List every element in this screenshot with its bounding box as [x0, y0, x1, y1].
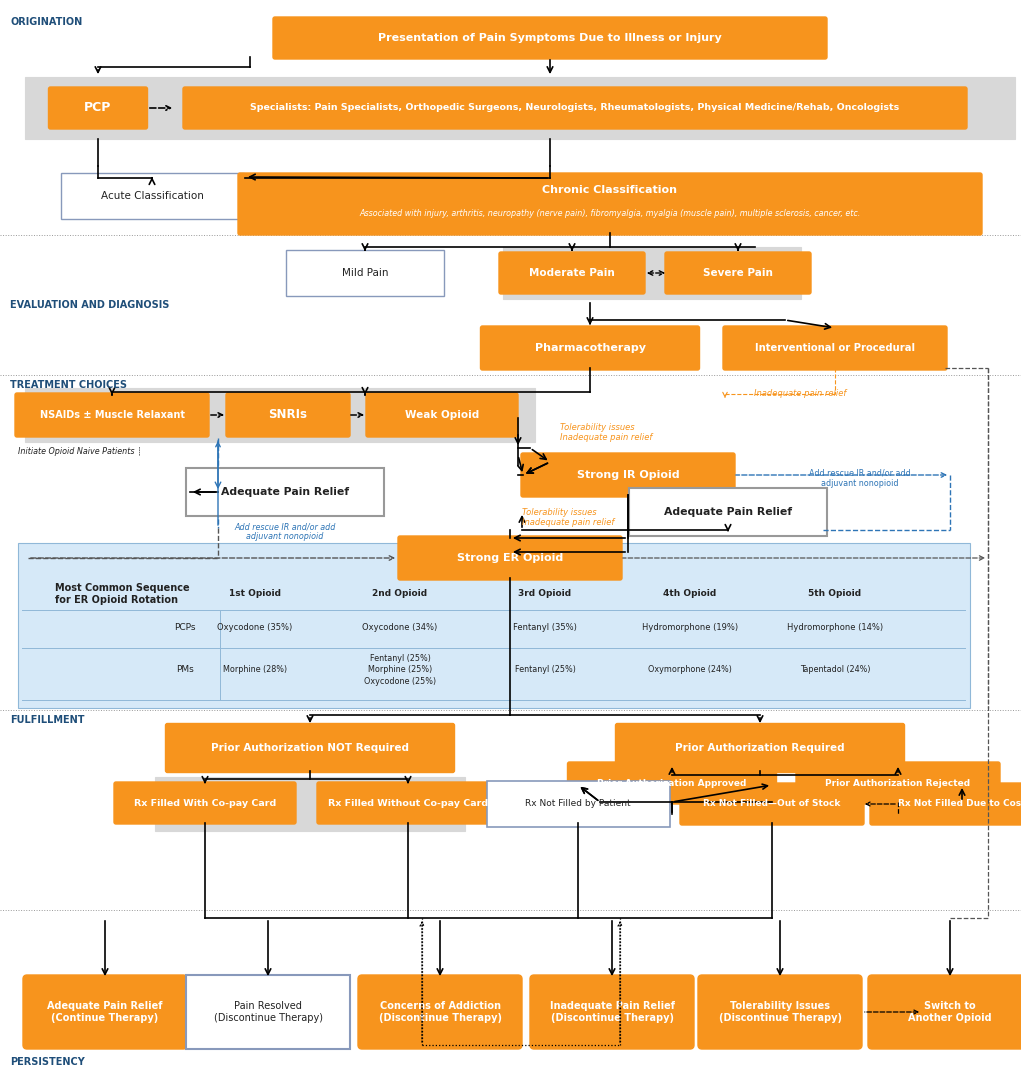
FancyBboxPatch shape: [796, 762, 1000, 804]
Text: Adequate Pain Relief: Adequate Pain Relief: [221, 487, 349, 497]
Text: 5th Opioid: 5th Opioid: [809, 589, 862, 597]
FancyBboxPatch shape: [23, 975, 187, 1049]
Text: PMs: PMs: [177, 665, 194, 675]
FancyBboxPatch shape: [273, 17, 827, 59]
Text: Inadequate pain relief: Inadequate pain relief: [753, 390, 846, 399]
Text: Rx Filled Without Co-pay Card: Rx Filled Without Co-pay Card: [328, 798, 488, 808]
Text: Rx Filled With Co-pay Card: Rx Filled With Co-pay Card: [134, 798, 276, 808]
Text: ORIGINATION: ORIGINATION: [10, 17, 83, 27]
FancyBboxPatch shape: [568, 762, 777, 804]
Text: Pharmacotherapy: Pharmacotherapy: [535, 343, 645, 353]
Text: Moderate Pain: Moderate Pain: [529, 268, 615, 278]
FancyBboxPatch shape: [186, 468, 384, 516]
Text: Prior Authorization Required: Prior Authorization Required: [675, 743, 844, 753]
Text: Adequate Pain Relief
(Continue Therapy): Adequate Pain Relief (Continue Therapy): [47, 1001, 162, 1023]
Text: 3rd Opioid: 3rd Opioid: [519, 589, 572, 597]
Text: Mild Pain: Mild Pain: [342, 268, 388, 278]
Text: Morphine (28%): Morphine (28%): [223, 665, 287, 675]
FancyBboxPatch shape: [165, 724, 454, 772]
FancyBboxPatch shape: [366, 393, 518, 437]
Text: Tolerability issues
Inadequate pain relief: Tolerability issues Inadequate pain reli…: [522, 508, 615, 527]
Text: Fentanyl (25%): Fentanyl (25%): [515, 665, 576, 675]
FancyBboxPatch shape: [226, 393, 350, 437]
FancyBboxPatch shape: [317, 782, 499, 824]
Text: Inadequate Pain Relief
(Discontinue Therapy): Inadequate Pain Relief (Discontinue Ther…: [549, 1001, 675, 1023]
Text: EVALUATION AND DIAGNOSIS: EVALUATION AND DIAGNOSIS: [10, 300, 169, 310]
Bar: [25, 77, 1015, 139]
FancyBboxPatch shape: [398, 536, 622, 580]
FancyBboxPatch shape: [530, 975, 694, 1049]
Text: Add rescue IR and/or add
adjuvant nonopioid: Add rescue IR and/or add adjuvant nonopi…: [809, 469, 911, 488]
Text: Oxymorphone (24%): Oxymorphone (24%): [648, 665, 732, 675]
FancyBboxPatch shape: [49, 87, 147, 129]
Bar: [25, 388, 535, 442]
Text: 1st Opioid: 1st Opioid: [229, 589, 281, 597]
Text: 4th Opioid: 4th Opioid: [664, 589, 717, 597]
Text: Rx Not Filled—Out of Stock: Rx Not Filled—Out of Stock: [703, 799, 840, 809]
Text: 2nd Opioid: 2nd Opioid: [373, 589, 428, 597]
Text: Acute Classification: Acute Classification: [100, 191, 203, 201]
Text: TREATMENT CHOICES: TREATMENT CHOICES: [10, 380, 127, 390]
FancyBboxPatch shape: [870, 783, 1021, 825]
Text: Strong ER Opioid: Strong ER Opioid: [456, 553, 564, 563]
FancyBboxPatch shape: [114, 782, 296, 824]
Text: Pain Resolved
(Discontinue Therapy): Pain Resolved (Discontinue Therapy): [213, 1001, 323, 1023]
Text: Strong IR Opioid: Strong IR Opioid: [577, 470, 679, 480]
Text: SNRIs: SNRIs: [269, 408, 307, 421]
Text: Associated with injury, arthritis, neuropathy (nerve pain), fibromyalgia, myalgi: Associated with injury, arthritis, neuro…: [359, 208, 861, 217]
Text: Prior Authorization Rejected: Prior Authorization Rejected: [825, 779, 971, 787]
Text: Interventional or Procedural: Interventional or Procedural: [755, 343, 915, 353]
FancyBboxPatch shape: [183, 87, 967, 129]
FancyBboxPatch shape: [238, 173, 982, 235]
Bar: [503, 247, 801, 299]
Text: Most Common Sequence
for ER Opioid Rotation: Most Common Sequence for ER Opioid Rotat…: [55, 583, 190, 605]
Text: Tolerability Issues
(Discontinue Therapy): Tolerability Issues (Discontinue Therapy…: [719, 1001, 841, 1023]
FancyBboxPatch shape: [629, 488, 827, 536]
FancyBboxPatch shape: [60, 173, 243, 219]
Text: Hydromorphone (14%): Hydromorphone (14%): [787, 623, 883, 633]
Text: Weak Opioid: Weak Opioid: [405, 410, 479, 420]
Text: FULFILLMENT: FULFILLMENT: [10, 715, 85, 725]
Text: Adequate Pain Relief: Adequate Pain Relief: [664, 507, 792, 517]
Text: Chronic Classification: Chronic Classification: [542, 185, 678, 195]
FancyBboxPatch shape: [680, 783, 864, 825]
Text: Initiate Opioid Naive Patients ┊: Initiate Opioid Naive Patients ┊: [18, 447, 142, 457]
FancyBboxPatch shape: [521, 453, 735, 497]
Bar: [155, 777, 465, 831]
Text: Severe Pain: Severe Pain: [703, 268, 773, 278]
Text: Prior Authorization NOT Required: Prior Authorization NOT Required: [211, 743, 409, 753]
Text: PCPs: PCPs: [175, 623, 196, 633]
Text: Concerns of Addiction
(Discontinue Therapy): Concerns of Addiction (Discontinue Thera…: [379, 1001, 501, 1023]
Text: Rx Not Filled by Patient: Rx Not Filled by Patient: [525, 799, 631, 809]
Bar: [18, 543, 970, 708]
Text: PERSISTENCY: PERSISTENCY: [10, 1057, 85, 1067]
Text: Tapentadol (24%): Tapentadol (24%): [799, 665, 870, 675]
FancyBboxPatch shape: [665, 252, 811, 294]
Text: Oxycodone (35%): Oxycodone (35%): [217, 623, 293, 633]
FancyBboxPatch shape: [486, 781, 670, 827]
FancyBboxPatch shape: [358, 975, 522, 1049]
FancyBboxPatch shape: [186, 975, 350, 1049]
Text: Prior Authorization Approved: Prior Authorization Approved: [597, 779, 746, 787]
Text: Add rescue IR and/or add
adjuvant nonopioid: Add rescue IR and/or add adjuvant nonopi…: [234, 522, 336, 541]
FancyBboxPatch shape: [15, 393, 209, 437]
Text: Hydromorphone (19%): Hydromorphone (19%): [642, 623, 738, 633]
Text: NSAIDs ± Muscle Relaxant: NSAIDs ± Muscle Relaxant: [40, 410, 185, 420]
Text: Oxycodone (34%): Oxycodone (34%): [362, 623, 438, 633]
Text: Rx Not Filled Due to Cost: Rx Not Filled Due to Cost: [898, 799, 1021, 809]
FancyBboxPatch shape: [868, 975, 1021, 1049]
Text: Switch to
Another Opioid: Switch to Another Opioid: [909, 1001, 991, 1023]
Text: Fentanyl (35%): Fentanyl (35%): [514, 623, 577, 633]
FancyBboxPatch shape: [499, 252, 645, 294]
Text: Presentation of Pain Symptoms Due to Illness or Injury: Presentation of Pain Symptoms Due to Ill…: [378, 33, 722, 43]
FancyBboxPatch shape: [698, 975, 862, 1049]
Text: Tolerability issues
Inadequate pain relief: Tolerability issues Inadequate pain reli…: [560, 423, 652, 443]
FancyBboxPatch shape: [286, 249, 444, 296]
Text: PCP: PCP: [85, 102, 111, 114]
FancyBboxPatch shape: [481, 326, 699, 370]
FancyBboxPatch shape: [616, 724, 905, 772]
Text: Fentanyl (25%)
Morphine (25%)
Oxycodone (25%): Fentanyl (25%) Morphine (25%) Oxycodone …: [363, 654, 436, 686]
Text: Specialists: Pain Specialists, Orthopedic Surgeons, Neurologists, Rheumatologist: Specialists: Pain Specialists, Orthopedi…: [250, 104, 900, 112]
FancyBboxPatch shape: [723, 326, 947, 370]
